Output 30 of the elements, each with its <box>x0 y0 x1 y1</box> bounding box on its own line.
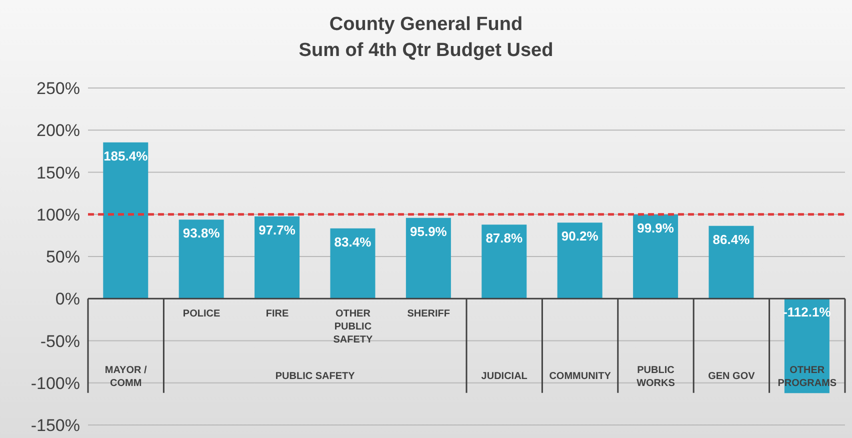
data-label: 86.4% <box>712 232 750 247</box>
data-label: 83.4% <box>334 234 372 250</box>
y-tick-label: 250% <box>36 79 80 98</box>
x-tick-label: GEN GOV <box>708 370 756 382</box>
data-label: 185.4% <box>104 148 148 164</box>
y-tick-label: 50% <box>46 248 80 267</box>
y-tick-label: -150% <box>30 416 80 436</box>
y-tick-label: 200% <box>36 121 80 140</box>
x-tick-label: COMMUNITY <box>549 370 612 382</box>
annotation: PUBLIC SAFETY <box>275 370 356 382</box>
data-label: 99.9% <box>637 220 674 236</box>
x-tick-label: SHERIFF <box>407 308 450 320</box>
chart-subtitle: Sum of 4th Qtr Budget Used <box>298 39 554 63</box>
chart-title: County General Fund <box>328 13 524 37</box>
y-tick-label: -100% <box>30 374 80 393</box>
y-tick-label: 100% <box>36 205 80 224</box>
x-tick-label: POLICE <box>182 308 220 320</box>
x-tick-label: PUBLIC WORKS <box>636 364 676 389</box>
x-tick-label: MAYOR / COMM <box>104 364 147 389</box>
x-tick-label: JUDICIAL <box>481 370 528 382</box>
data-label: 95.9% <box>410 224 448 239</box>
x-tick-label: OTHER PUBLIC SAFETY <box>333 308 373 346</box>
data-label: 93.8% <box>182 226 220 241</box>
y-tick-label: 150% <box>36 163 80 182</box>
y-tick-label: -50% <box>40 332 80 351</box>
data-label: 87.8% <box>486 230 524 246</box>
x-tick-label: FIRE <box>266 308 289 320</box>
data-label: 90.2% <box>561 228 599 244</box>
data-label: 97.7% <box>258 222 296 238</box>
y-tick-label: 0% <box>55 290 80 309</box>
